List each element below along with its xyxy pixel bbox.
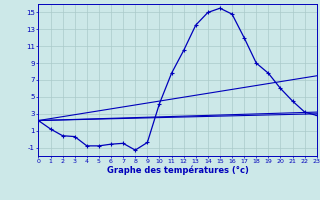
X-axis label: Graphe des températures (°c): Graphe des températures (°c): [107, 166, 249, 175]
